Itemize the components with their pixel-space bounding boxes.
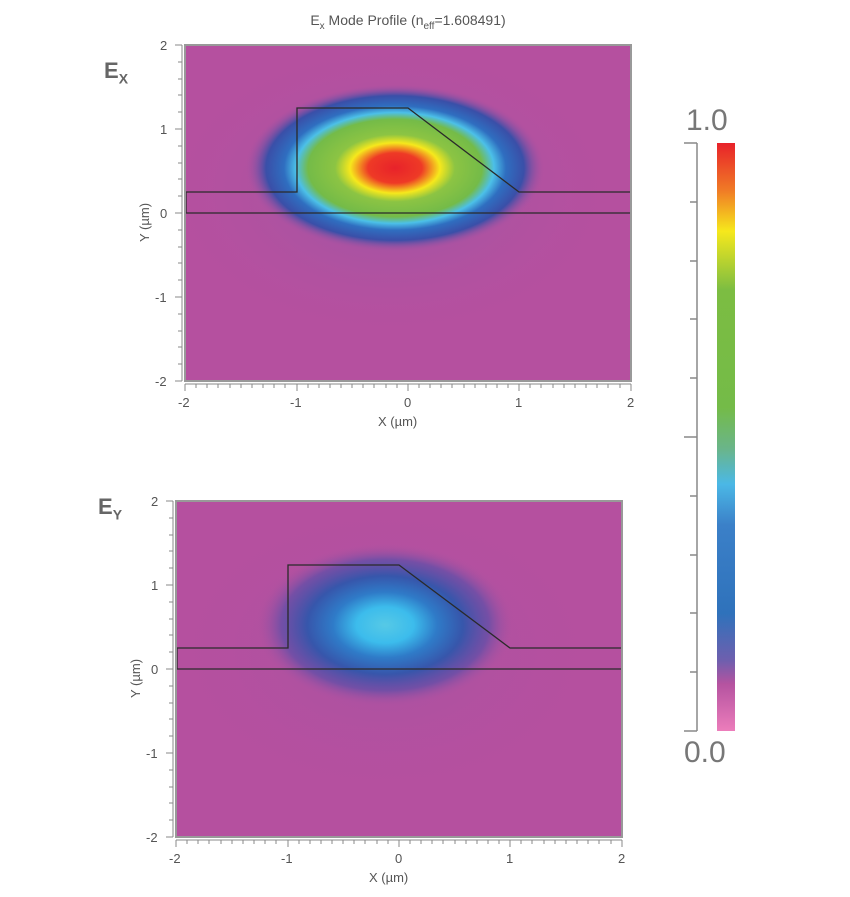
ey-plot-frame (175, 500, 623, 838)
chart-title: Ex Mode Profile (neff=1.608491) (310, 12, 506, 32)
ex-ytick: -1 (155, 290, 167, 305)
ex-field-distribution (245, 84, 545, 252)
ey-y-axis (166, 500, 174, 838)
panel-label-ex: EX (104, 58, 129, 87)
ey-xtick: 1 (506, 851, 514, 866)
ex-plot (175, 44, 632, 391)
ey-plot (166, 500, 623, 847)
ey-y-axis-title: Y (µm) (128, 658, 143, 698)
ex-plot-frame (184, 44, 632, 382)
ex-xtick: -2 (178, 395, 190, 410)
ex-ytick: 0 (160, 206, 168, 221)
ey-xtick: 2 (618, 851, 626, 866)
ex-x-axis-title: X (µm) (378, 414, 418, 429)
ex-ytick: 2 (160, 38, 168, 53)
colorbar-gradient (717, 143, 735, 731)
ey-x-axis (175, 839, 623, 847)
colorbar (684, 142, 735, 732)
ex-x-axis (184, 383, 632, 391)
ex-y-axis-title: Y (µm) (137, 202, 152, 242)
panel-label-ey: EY (98, 494, 123, 523)
ey-xtick: -1 (281, 851, 293, 866)
ey-xtick: 0 (395, 851, 403, 866)
ex-ytick: -2 (155, 374, 167, 389)
colorbar-max-label: 1.0 (686, 104, 728, 137)
ey-x-axis-title: X (µm) (369, 870, 409, 885)
ey-field-distribution (255, 543, 515, 707)
colorbar-min-label: 0.0 (684, 736, 726, 769)
ex-xtick: 0 (404, 395, 412, 410)
ey-xtick: -2 (169, 851, 181, 866)
ex-xtick: 1 (515, 395, 523, 410)
ey-ytick: 1 (151, 578, 159, 593)
ex-y-axis (175, 44, 183, 382)
ey-ytick: -2 (146, 830, 158, 845)
ey-ytick: -1 (146, 746, 158, 761)
ey-ytick: 0 (151, 662, 159, 677)
ey-ytick: 2 (151, 494, 159, 509)
ex-ytick: 1 (160, 122, 168, 137)
colorbar-scale (684, 142, 698, 732)
ex-xtick: 2 (627, 395, 635, 410)
ex-xtick: -1 (290, 395, 302, 410)
